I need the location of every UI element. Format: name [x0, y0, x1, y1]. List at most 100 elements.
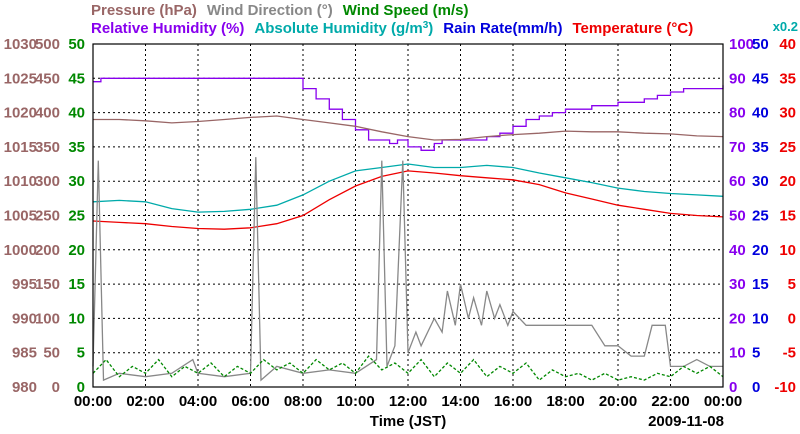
legend-pressure-hpa: Pressure (hPa) [91, 2, 197, 19]
plot-frame [92, 43, 724, 388]
series-wind-direction [92, 157, 723, 382]
y-tick-temperature-c: 35 [779, 70, 796, 87]
y-tick-pressure-hpa: 985 [12, 345, 37, 362]
y-tick-temperature-c: 25 [779, 139, 796, 156]
y-tick-pressure-hpa: 1000 [4, 242, 37, 259]
y-tick-rain-rate-mm-h: 0 [752, 379, 760, 396]
y-tick-wind-speed-m-s: 0 [77, 379, 85, 396]
y-tick-humidity: 90 [729, 70, 746, 87]
y-tick-wind-direction: 50 [43, 345, 60, 362]
y-tick-pressure-hpa: 1025 [4, 70, 37, 87]
y-tick-wind-speed-m-s: 5 [77, 345, 85, 362]
x-tick-label: 16:00 [494, 393, 532, 410]
y-tick-rain-rate-mm-h: 40 [752, 105, 769, 122]
legend: Pressure (hPa) Wind Direction (°) Wind Spe… [91, 2, 798, 37]
y-tick-rain-rate-mm-h: 5 [752, 345, 760, 362]
y-tick-temperature-c: 5 [788, 276, 796, 293]
x-tick-label: 00:00 [704, 393, 742, 410]
y-tick-wind-speed-m-s: 10 [68, 310, 85, 327]
rain-scale-note: x0.2 [773, 19, 798, 34]
y-tick-humidity: 10 [729, 345, 746, 362]
y-tick-temperature-c: -10 [774, 379, 796, 396]
y-tick-pressure-hpa: 1005 [4, 208, 37, 225]
y-tick-humidity: 70 [729, 139, 746, 156]
y-tick-temperature-c: 30 [779, 105, 796, 122]
y-tick-wind-direction: 200 [35, 242, 60, 259]
axis-labels: 9809859909951000100510101015102010251030… [4, 36, 796, 396]
y-tick-pressure-hpa: 1030 [4, 36, 37, 53]
legend-relative-humidity: Relative Humidity (%) [91, 20, 244, 37]
y-tick-humidity: 20 [729, 310, 746, 327]
y-tick-humidity: 30 [729, 276, 746, 293]
series-relative-humidity [93, 77, 724, 151]
legend-temperature-c: Temperature (°C) [572, 20, 693, 37]
y-tick-temperature-c: 20 [779, 173, 796, 190]
y-tick-pressure-hpa: 1015 [4, 139, 37, 156]
y-tick-rain-rate-mm-h: 25 [752, 208, 769, 225]
y-tick-rain-rate-mm-h: 50 [752, 36, 769, 53]
y-tick-wind-speed-m-s: 20 [68, 242, 85, 259]
y-tick-wind-speed-m-s: 25 [68, 208, 85, 225]
y-tick-humidity: 60 [729, 173, 746, 190]
y-tick-humidity: 100 [729, 36, 754, 53]
y-tick-rain-rate-mm-h: 15 [752, 276, 769, 293]
y-tick-wind-speed-m-s: 35 [68, 139, 85, 156]
y-tick-rain-rate-mm-h: 20 [752, 242, 769, 259]
x-tick-label: 02:00 [126, 393, 164, 410]
x-tick-label: 22:00 [651, 393, 689, 410]
series-temperature-c [92, 170, 724, 230]
y-tick-wind-direction: 450 [35, 70, 60, 87]
x-axis: 00:00 02:00 04:00 06:00 08:00 10:00 12:00 14:00… [74, 393, 742, 430]
y-tick-rain-rate-mm-h: 30 [752, 173, 769, 190]
x-tick-label: 10:00 [336, 393, 374, 410]
y-tick-humidity: 80 [729, 105, 746, 122]
y-tick-pressure-hpa: 995 [12, 276, 37, 293]
y-tick-rain-rate-mm-h: 45 [752, 70, 769, 87]
x-axis-title: Time (JST) [370, 413, 446, 430]
y-tick-wind-direction: 500 [35, 36, 60, 53]
y-tick-wind-direction: 100 [35, 310, 60, 327]
y-tick-pressure-hpa: 980 [12, 379, 37, 396]
y-tick-pressure-hpa: 1010 [4, 173, 37, 190]
y-tick-wind-direction: 150 [35, 276, 60, 293]
x-tick-label: 12:00 [389, 393, 427, 410]
x-tick-label: 14:00 [441, 393, 479, 410]
legend-wind-direction: Wind Direction (°) [207, 2, 333, 19]
series-wind-speed-m-s [92, 355, 724, 382]
y-tick-wind-direction: 0 [52, 379, 60, 396]
y-tick-wind-speed-m-s: 45 [68, 70, 85, 87]
y-tick-temperature-c: -5 [783, 345, 796, 362]
series-absolute-humidity-g-m3 [92, 163, 724, 213]
y-tick-wind-direction: 350 [35, 139, 60, 156]
y-tick-humidity: 40 [729, 242, 746, 259]
y-tick-wind-speed-m-s: 15 [68, 276, 85, 293]
y-tick-temperature-c: 0 [788, 310, 796, 327]
legend-absolute-humidity-g-m: Absolute Humidity (g/m3) [254, 20, 433, 38]
series-pressure-hpa [93, 115, 724, 141]
y-tick-temperature-c: 15 [779, 208, 796, 225]
y-tick-rain-rate-mm-h: 35 [752, 139, 769, 156]
y-tick-wind-speed-m-s: 30 [68, 173, 85, 190]
y-tick-humidity: 0 [729, 379, 737, 396]
x-tick-label: 00:00 [74, 393, 112, 410]
y-tick-temperature-c: 10 [779, 242, 796, 259]
y-tick-wind-speed-m-s: 40 [68, 105, 85, 122]
y-tick-humidity: 50 [729, 208, 746, 225]
legend-wind-speed-m-s: Wind Speed (m/s) [343, 2, 469, 19]
x-tick-label: 18:00 [546, 393, 584, 410]
y-tick-wind-direction: 250 [35, 208, 60, 225]
y-tick-pressure-hpa: 990 [12, 310, 37, 327]
series-group [92, 77, 724, 382]
x-tick-label: 06:00 [231, 393, 269, 410]
x-tick-label: 04:00 [179, 393, 217, 410]
y-tick-temperature-c: 40 [779, 36, 796, 53]
y-tick-rain-rate-mm-h: 10 [752, 310, 769, 327]
y-tick-pressure-hpa: 1020 [4, 105, 37, 122]
x-tick-label: 20:00 [599, 393, 637, 410]
x-tick-label: 08:00 [284, 393, 322, 410]
legend-rain-rate-mm-h: Rain Rate(mm/h) [443, 20, 562, 37]
y-tick-wind-direction: 300 [35, 173, 60, 190]
y-tick-wind-direction: 400 [35, 105, 60, 122]
chart-date: 2009-11-08 [648, 413, 724, 430]
